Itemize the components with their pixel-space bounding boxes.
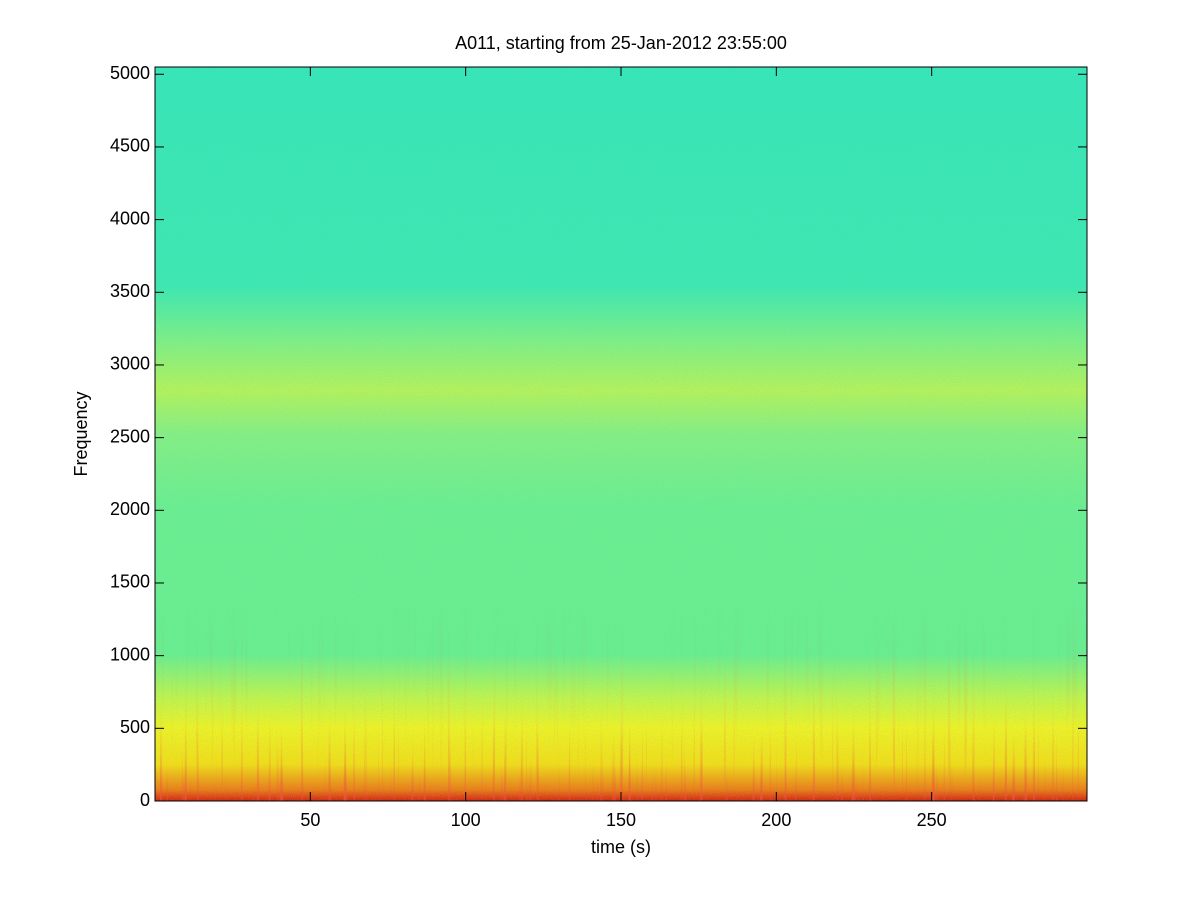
y-tick-label: 3500 [110, 281, 150, 301]
x-tick-label: 200 [761, 810, 791, 830]
spectrogram-image [155, 67, 1087, 801]
y-tick-label: 2000 [110, 499, 150, 519]
chart-title: A011, starting from 25-Jan-2012 23:55:00 [455, 33, 787, 53]
x-tick-label: 100 [451, 810, 481, 830]
x-axis-label: time (s) [591, 837, 651, 857]
y-tick-label: 1000 [110, 644, 150, 664]
y-tick-label: 4000 [110, 208, 150, 228]
y-tick-label: 5000 [110, 63, 150, 83]
y-tick-label: 2500 [110, 426, 150, 446]
x-tick-label: 150 [606, 810, 636, 830]
y-tick-label: 4500 [110, 136, 150, 156]
y-tick-label: 1500 [110, 572, 150, 592]
y-tick-label: 0 [140, 790, 150, 810]
y-axis-label: Frequency [71, 391, 91, 476]
y-tick-label: 3000 [110, 354, 150, 374]
x-tick-label: 250 [917, 810, 947, 830]
y-tick-label: 500 [120, 717, 150, 737]
x-tick-label: 50 [300, 810, 320, 830]
